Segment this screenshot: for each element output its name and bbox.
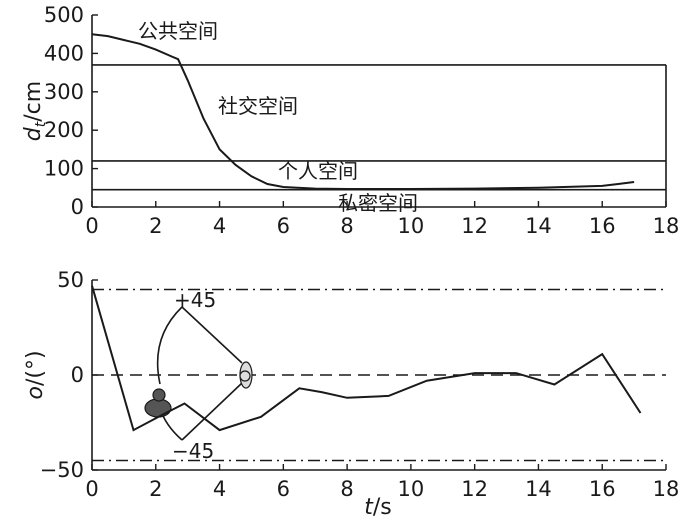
person-shoulders-dark <box>144 398 172 418</box>
bottom-chart: 500−50 0 2 4 6 8 10 12 14 16 18 +45 −45 o/(°) t/s <box>23 268 679 520</box>
top-x-tick-label: 14 <box>525 214 552 238</box>
person-head-dark <box>152 388 166 402</box>
bottom-y-ticks: 50 0 −50 <box>40 268 98 482</box>
bottom-x-tick-label: 2 <box>149 477 162 501</box>
zone-label-intimate: 私密空间 <box>338 191 418 215</box>
top-y-tick-label: 500 <box>44 3 84 27</box>
annotation-plus45: +45 <box>174 288 216 312</box>
top-x-tick-label: 4 <box>213 214 226 238</box>
bottom-x-axis-title: t/s <box>364 495 392 520</box>
bottom-y-tick-label: 50 <box>57 268 84 292</box>
top-x-tick-label: 0 <box>85 214 98 238</box>
bottom-x-tick-label: 4 <box>213 477 226 501</box>
orientation-series-line <box>91 285 642 432</box>
distance-series-line <box>91 33 635 190</box>
orientation-arc <box>156 306 183 385</box>
ray-plus45 <box>181 306 243 364</box>
bottom-y-axis-title: o/(°) <box>23 350 48 399</box>
orientation-diagram: +45 −45 <box>144 288 253 463</box>
reference-lines <box>92 288 666 462</box>
bottom-x-tick-label: 8 <box>340 477 353 501</box>
annotation-minus45: −45 <box>172 439 214 463</box>
top-x-tick-label: 12 <box>461 214 488 238</box>
zone-label-personal: 个人空间 <box>278 159 358 183</box>
top-y-ticks: 0 100 200 300 400 500 <box>44 3 98 219</box>
ray-minus45 <box>181 382 243 441</box>
bottom-x-tick-label: 0 <box>85 477 98 501</box>
top-x-tick-label: 2 <box>149 214 162 238</box>
top-y-tick-label: 100 <box>44 157 84 181</box>
top-x-tick-label: 16 <box>589 214 616 238</box>
top-x-tick-label: 6 <box>277 214 290 238</box>
bottom-y-tick-label: 0 <box>71 363 84 387</box>
top-chart: 0 100 200 300 400 500 0 2 4 6 8 10 12 14 16 18 公共空间 社交… <box>21 3 679 238</box>
top-x-ticks: 0 2 4 6 8 10 12 14 16 18 <box>85 201 679 238</box>
bottom-x-tick-label: 6 <box>277 477 290 501</box>
top-y-tick-label: 300 <box>44 80 84 104</box>
top-x-tick-label: 10 <box>398 214 425 238</box>
top-y-tick-label: 200 <box>44 118 84 142</box>
bottom-x-ticks: 0 2 4 6 8 10 12 14 16 18 <box>85 464 679 501</box>
bottom-y-tick-label: −50 <box>40 458 84 482</box>
top-y-axis-title: dt/cm <box>21 81 49 141</box>
person-head-light <box>239 370 251 382</box>
bottom-x-tick-label: 12 <box>461 477 488 501</box>
bottom-x-tick-label: 14 <box>525 477 552 501</box>
zone-label-public: 公共空间 <box>138 19 218 43</box>
bottom-x-tick-label: 10 <box>398 477 425 501</box>
bottom-x-tick-label: 16 <box>589 477 616 501</box>
top-x-tick-label: 18 <box>653 214 680 238</box>
top-y-tick-label: 400 <box>44 41 84 65</box>
bottom-x-tick-label: 18 <box>653 477 680 501</box>
top-y-tick-label: 0 <box>71 195 84 219</box>
top-x-tick-label: 8 <box>340 214 353 238</box>
zone-label-social: 社交空间 <box>218 94 298 118</box>
